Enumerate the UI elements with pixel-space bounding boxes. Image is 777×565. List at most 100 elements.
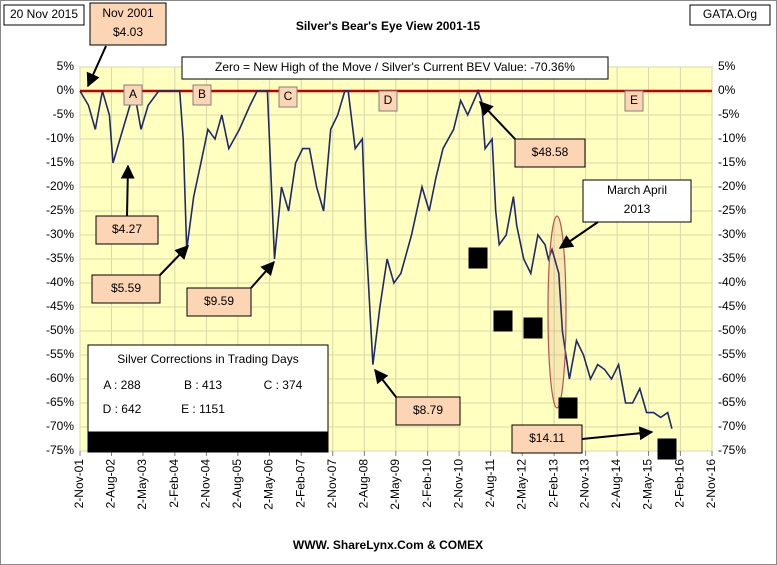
label-box	[378, 90, 398, 112]
y-tick-label: -60%	[46, 371, 74, 385]
corrections-entry: C : 374	[264, 378, 303, 392]
start-label: $4.03	[113, 25, 143, 39]
corrections-entry: B : 413	[184, 378, 222, 392]
chart-title: Silver's Bear's Eye View 2001-15	[296, 19, 481, 33]
label-box	[582, 179, 692, 223]
step-label: 3	[530, 320, 537, 334]
info-label: Zero = New High of the Move / Silver's C…	[215, 60, 575, 74]
x-tick-label: 2-Nov-10	[451, 459, 465, 509]
y2-tick-label: 0%	[718, 83, 736, 97]
y2-tick-label: -5%	[718, 107, 740, 121]
corrections-title: Silver Corrections in Trading Days	[117, 352, 298, 366]
arrow	[86, 45, 107, 88]
x-tick-label: 2-May-06	[262, 459, 276, 510]
phase-letter: A	[129, 87, 137, 101]
y-tick-label: -50%	[46, 323, 74, 337]
y2-tick-label: -60%	[718, 371, 746, 385]
y-tick-label: -25%	[46, 203, 74, 217]
label-box	[514, 138, 586, 168]
y-tick-label: -55%	[46, 347, 74, 361]
x-tick-label: 2-Feb-07	[293, 459, 307, 508]
corrections-entry: E : 1151	[181, 402, 225, 416]
x-tick-label: 2-Nov-04	[199, 459, 213, 509]
x-tick-label: 2-May-09	[388, 459, 402, 510]
y-tick-label: -75%	[46, 443, 74, 457]
label-box	[278, 86, 298, 108]
x-tick-label: 2-Feb-13	[546, 459, 560, 508]
price-label: $14.11	[529, 431, 565, 445]
label-box	[3, 4, 85, 26]
arrow	[581, 426, 654, 441]
y-tick-label: 0%	[57, 83, 75, 97]
label-box	[624, 90, 644, 112]
x-tick-label: 2-Nov-07	[325, 459, 339, 509]
y-tick-label: 5%	[57, 59, 75, 73]
label-box	[558, 397, 578, 419]
y2-tick-label: -10%	[718, 131, 746, 145]
x-tick-label: 2-May-12	[514, 459, 528, 510]
label-box	[511, 424, 583, 454]
x-tick-label: 2-Aug-05	[230, 459, 244, 509]
y2-tick-label: -25%	[718, 203, 746, 217]
x-tick-label: 2-Aug-02	[104, 459, 118, 509]
highlight-ellipse	[547, 215, 567, 409]
date-label: 20 Nov 2015	[10, 7, 78, 21]
arrow	[120, 164, 135, 217]
y-tick-label: -5%	[53, 107, 75, 121]
price-label: $48.58	[532, 145, 569, 159]
phase-letter: D	[384, 93, 393, 107]
annotations: Silver's Bear's Eye View 2001-15 20 Nov 2…	[3, 2, 771, 552]
label-box	[657, 438, 677, 460]
y2-tick-label: -45%	[718, 299, 746, 313]
y2-tick-label: -40%	[718, 275, 746, 289]
y-tick-label: -20%	[46, 179, 74, 193]
x-tick-label: 2-Feb-04	[167, 459, 181, 508]
corrections-entry: D : 642	[103, 402, 142, 416]
y-tick-label: -70%	[46, 419, 74, 433]
x-tick-label: 2-Aug-14	[609, 459, 623, 509]
x-tick-label: 2-Aug-08	[357, 459, 371, 509]
label-box	[493, 310, 513, 332]
x-tick-label: 2-Aug-11	[483, 459, 497, 508]
y-tick-label: -35%	[46, 251, 74, 265]
start-label: Nov 2001	[102, 6, 154, 20]
y2-tick-label: -50%	[718, 323, 746, 337]
label-box	[87, 344, 329, 433]
label-box	[186, 287, 252, 317]
label-box	[192, 84, 212, 106]
corrections-entry: A : 288	[103, 378, 141, 392]
step-label: 2	[500, 313, 507, 327]
step-label: 4	[565, 400, 572, 414]
label-box	[95, 215, 159, 245]
y-tick-label: -40%	[46, 275, 74, 289]
y-tick-label: -10%	[46, 131, 74, 145]
x-tick-label: 2-May-03	[135, 459, 149, 510]
x-tick-label: 2-Feb-10	[420, 459, 434, 508]
label-box	[87, 431, 329, 453]
label-box	[89, 2, 167, 46]
series-line	[79, 88, 673, 429]
label-box	[181, 56, 609, 80]
arrow	[250, 260, 275, 289]
label-box	[523, 317, 543, 339]
x-tick-label: 2-Nov-16	[704, 459, 718, 509]
arrow	[374, 368, 397, 398]
label-box	[689, 4, 771, 26]
phase-letter: B	[198, 87, 206, 101]
y2-tick-label: -35%	[718, 251, 746, 265]
y2-tick-label: -75%	[718, 443, 746, 457]
y2-tick-label: -15%	[718, 155, 746, 169]
label-box	[395, 396, 461, 426]
arrow	[479, 100, 516, 140]
y2-tick-label: -30%	[718, 227, 746, 241]
event-label: March April	[607, 183, 667, 197]
x-tick-label: 2-Feb-16	[673, 459, 687, 508]
y2-tick-label: -65%	[718, 395, 746, 409]
arrow	[558, 221, 599, 249]
step-label: 1	[475, 250, 482, 264]
y-tick-label: -45%	[46, 299, 74, 313]
label-box	[123, 84, 143, 106]
y2-tick-label: -20%	[718, 179, 746, 193]
event-label: 2013	[624, 202, 651, 216]
